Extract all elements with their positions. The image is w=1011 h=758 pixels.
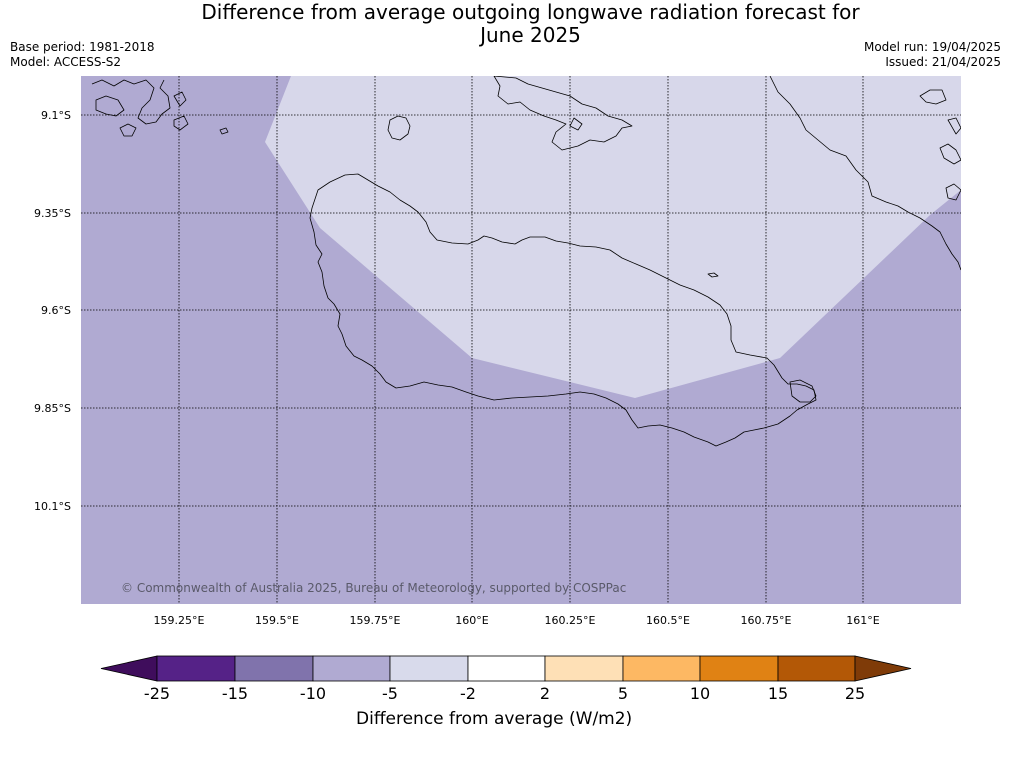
colorbar-segment [699, 655, 779, 682]
lon-labels: 159.25°E 159.5°E 159.75°E 160°E 160.25°E… [154, 614, 880, 627]
coastline-northeast [769, 76, 961, 271]
colorbar-tick: 2 [539, 684, 551, 703]
lat-label: 9.85°S [34, 402, 71, 415]
coastline-main-island [309, 173, 817, 447]
colorbar-segment [622, 655, 701, 682]
colorbar-tick: -2 [460, 684, 476, 703]
coastline-north-center [493, 76, 633, 151]
lat-label: 9.1°S [41, 109, 71, 122]
colorbar-tick: 10 [689, 684, 711, 703]
coastline-northwest [91, 79, 229, 137]
map-title: Difference from average outgoing longwav… [0, 1, 1011, 47]
lat-label: 9.35°S [34, 207, 71, 220]
lon-label: 160.75°E [741, 614, 792, 627]
meta-left: Base period: 1981-2018 Model: ACCESS-S2 [10, 40, 155, 70]
model-text: Model: ACCESS-S2 [10, 55, 122, 69]
colorbar-segment [156, 655, 236, 682]
title-line-2: June 2025 [480, 23, 581, 47]
colorbar-segment [312, 655, 391, 682]
model-run-text: Model run: 19/04/2025 [863, 40, 1001, 54]
colorbar-tick: 5 [617, 684, 629, 703]
colorbar-tick: -5 [382, 684, 398, 703]
lon-label: 160.5°E [646, 614, 690, 627]
meta-right: Model run: 19/04/2025 Issued: 21/04/2025 [864, 40, 1001, 70]
colorbar [100, 655, 912, 682]
colorbar-segment [777, 655, 856, 682]
colorbar-label: Difference from average (W/m2) [356, 709, 633, 729]
coastline-round-island [387, 115, 411, 141]
colorbar-tick: -15 [221, 684, 249, 703]
lon-label: 161°E [846, 614, 879, 627]
coastline-small-islet [707, 272, 719, 278]
colorbar-segment [544, 655, 624, 682]
lat-gridlines [81, 114, 961, 507]
copyright-text: © Commonwealth of Australia 2025, Bureau… [121, 581, 626, 595]
coastlines [91, 76, 961, 447]
issued-text: Issued: 21/04/2025 [885, 55, 1001, 69]
lat-label: 9.6°S [41, 304, 71, 317]
colorbar-segment [467, 655, 546, 682]
colorbar-tick: -10 [299, 684, 327, 703]
colorbar-low-extension [100, 655, 158, 682]
colorbar-tick: -25 [143, 684, 171, 703]
lon-label: 160°E [455, 614, 488, 627]
base-period-text: Base period: 1981-2018 [10, 40, 155, 54]
coastline-east-islets [789, 379, 817, 403]
colorbar-segment [389, 655, 469, 682]
lat-label: 10.1°S [34, 500, 71, 513]
colorbar-high-extension [854, 655, 912, 682]
lon-label: 159.5°E [255, 614, 299, 627]
lon-label: 159.25°E [154, 614, 205, 627]
colorbar-tick: 15 [767, 684, 789, 703]
lon-label: 159.75°E [350, 614, 401, 627]
anomaly-region-light [265, 76, 961, 398]
colorbar-segment [234, 655, 314, 682]
lon-label: 160.25°E [545, 614, 596, 627]
lat-labels: 9.1°S 9.35°S 9.6°S 9.85°S 10.1°S [34, 109, 71, 513]
lon-gridlines [178, 76, 864, 604]
title-line-1: Difference from average outgoing longwav… [201, 0, 860, 24]
colorbar-tick: 25 [844, 684, 866, 703]
